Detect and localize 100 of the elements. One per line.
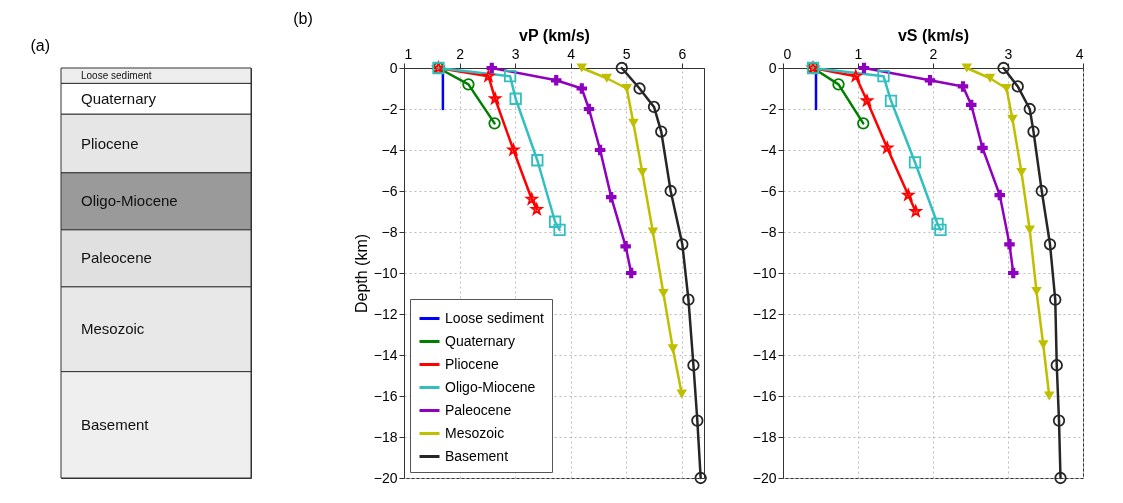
point bbox=[1023, 102, 1036, 116]
y-tick-label: −10 bbox=[752, 264, 777, 281]
point bbox=[462, 78, 475, 91]
point bbox=[1044, 391, 1055, 401]
point bbox=[553, 223, 566, 237]
y-tick-label: −16 bbox=[373, 387, 398, 404]
x-tick-label: 3 bbox=[1004, 45, 1013, 62]
point bbox=[1027, 125, 1040, 138]
x-axis-title: vP (km/s) bbox=[519, 26, 590, 44]
point bbox=[961, 63, 972, 73]
point bbox=[1054, 471, 1067, 485]
legend-label: Pliocene bbox=[445, 355, 499, 372]
point bbox=[931, 217, 944, 230]
legend-label: Basement bbox=[445, 447, 509, 464]
point bbox=[1004, 239, 1015, 250]
text: Pliocene bbox=[81, 134, 139, 152]
text: Paleocene bbox=[81, 249, 152, 267]
point bbox=[857, 117, 870, 130]
point bbox=[637, 168, 648, 178]
point bbox=[531, 154, 544, 167]
y-tick-label: −18 bbox=[752, 428, 777, 445]
point bbox=[924, 75, 936, 86]
point bbox=[1049, 293, 1062, 306]
point bbox=[997, 61, 1010, 75]
y-tick-label: 0 bbox=[768, 59, 777, 76]
point bbox=[687, 359, 700, 372]
y-tick-label: −18 bbox=[373, 428, 398, 445]
x-tick-label: 4 bbox=[1075, 45, 1084, 62]
point bbox=[1008, 267, 1019, 279]
point bbox=[977, 142, 988, 154]
point bbox=[601, 73, 613, 83]
point bbox=[694, 471, 707, 485]
x-tick-label: 6 bbox=[678, 45, 687, 62]
y-tick-label: −14 bbox=[373, 346, 398, 363]
legend-label: Oligo-Miocene bbox=[445, 378, 536, 395]
point bbox=[548, 215, 562, 228]
point bbox=[576, 63, 588, 73]
point bbox=[957, 81, 969, 92]
x-tick-label: 5 bbox=[622, 45, 631, 62]
y-tick-label: −20 bbox=[752, 469, 777, 486]
point bbox=[482, 70, 495, 82]
point bbox=[486, 62, 498, 74]
x-tick-label: 1 bbox=[404, 45, 413, 62]
point bbox=[1052, 414, 1066, 427]
point bbox=[908, 156, 922, 169]
point bbox=[691, 414, 704, 427]
y-tick-label: −2 bbox=[760, 100, 777, 117]
x-tick-label: 1 bbox=[854, 45, 863, 62]
legend-label: Paleocene bbox=[445, 401, 512, 418]
y-tick-label: −6 bbox=[760, 182, 777, 199]
point bbox=[1038, 340, 1049, 350]
x-tick-label: 4 bbox=[567, 45, 576, 62]
y-tick-label: −2 bbox=[381, 100, 398, 117]
point bbox=[647, 100, 661, 114]
x-axis-title: vS (km/s) bbox=[897, 26, 970, 44]
point bbox=[676, 238, 689, 251]
text: (a) bbox=[30, 36, 51, 54]
y-tick-label: −14 bbox=[752, 346, 777, 363]
point bbox=[676, 389, 688, 399]
point bbox=[583, 103, 595, 115]
y-tick-label: 0 bbox=[389, 59, 398, 76]
y-tick-label: −12 bbox=[752, 305, 777, 322]
chart-title: (b) bbox=[293, 10, 313, 27]
point bbox=[620, 241, 631, 252]
legend-label: Quaternary bbox=[445, 332, 516, 349]
x-tick-label: 3 bbox=[511, 45, 520, 62]
text: Loose sediment bbox=[81, 69, 152, 81]
point bbox=[1035, 184, 1048, 198]
point bbox=[994, 189, 1005, 201]
point bbox=[647, 227, 659, 237]
point bbox=[615, 61, 628, 75]
y-tick-label: −12 bbox=[373, 305, 398, 322]
point bbox=[966, 99, 977, 111]
y-tick-label: −16 bbox=[752, 387, 777, 404]
y-tick-label: −20 bbox=[373, 469, 398, 486]
text: Basement bbox=[81, 415, 150, 433]
point bbox=[503, 70, 517, 83]
legend-label: Mesozoic bbox=[445, 424, 505, 441]
point bbox=[509, 92, 522, 105]
point bbox=[1043, 238, 1057, 251]
point bbox=[1031, 286, 1042, 296]
point bbox=[832, 78, 845, 91]
point bbox=[633, 82, 646, 95]
text: Quaternary bbox=[81, 89, 157, 107]
x-tick-label: 2 bbox=[929, 45, 938, 62]
y-tick-label: −8 bbox=[381, 223, 398, 240]
point bbox=[877, 70, 890, 83]
point bbox=[594, 144, 606, 156]
text: Mesozoic bbox=[81, 320, 145, 338]
x-tick-label: 2 bbox=[456, 45, 465, 62]
point bbox=[628, 118, 639, 128]
point bbox=[507, 143, 520, 156]
point bbox=[488, 117, 501, 130]
point bbox=[934, 223, 947, 237]
point bbox=[621, 83, 633, 94]
legend-label: Loose sediment bbox=[445, 309, 544, 326]
point bbox=[550, 75, 562, 86]
y-tick-label: −4 bbox=[760, 141, 777, 158]
point bbox=[682, 293, 695, 306]
y-tick-label: −6 bbox=[381, 182, 398, 199]
